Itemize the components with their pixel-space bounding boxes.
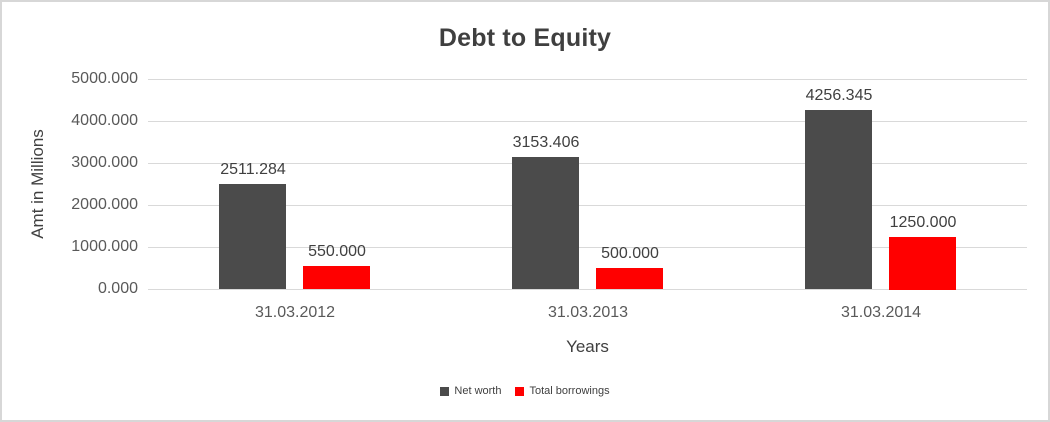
gridline-4000 (148, 121, 1027, 122)
y-axis-title: Amt in Millions (28, 129, 47, 239)
y-tick-label: 1000.000 (71, 238, 138, 255)
gridline-3000 (148, 163, 1027, 164)
bar-value-label: 2511.284 (220, 161, 286, 178)
legend-label: Total borrowings (529, 385, 610, 397)
x-category-label: 31.03.2014 (840, 304, 922, 321)
legend-item-net-worth: Net worth (440, 385, 501, 397)
bar-net-worth-31-03-2012 (219, 184, 286, 289)
gridline-0 (148, 289, 1027, 290)
bar-value-label: 3153.406 (512, 134, 580, 151)
legend-swatch-total-borrowings (515, 386, 525, 396)
y-tick-label: 4000.000 (71, 112, 138, 129)
bar-total-borrowings-31-03-2014 (889, 237, 956, 290)
gridline-2000 (148, 205, 1027, 206)
y-tick-label: 3000.000 (71, 154, 138, 171)
bar-net-worth-31-03-2013 (512, 157, 579, 289)
bar-total-borrowings-31-03-2013 (596, 268, 663, 289)
gridline-5000 (148, 79, 1027, 80)
bar-value-label: 1250.000 (889, 214, 957, 231)
bar-value-label: 500.000 (601, 245, 659, 262)
bar-value-label: 550.000 (308, 243, 366, 260)
y-tick-label: 0.000 (97, 280, 138, 297)
x-category-label: 31.03.2013 (547, 304, 629, 321)
legend: Net worth Total borrowings (2, 385, 1048, 397)
bar-total-borrowings-31-03-2012 (303, 266, 370, 289)
x-category-label: 31.03.2012 (254, 304, 336, 321)
bar-net-worth-31-03-2014 (805, 110, 872, 289)
y-tick-label: 2000.000 (71, 196, 138, 213)
x-axis-title: Years (566, 337, 609, 356)
gridline-1000 (148, 247, 1027, 248)
chart-title: Debt to Equity (438, 24, 612, 52)
legend-label: Net worth (454, 385, 502, 397)
y-tick-label: 5000.000 (71, 70, 138, 87)
bar-value-label: 4256.345 (805, 87, 873, 104)
legend-item-total-borrowings: Total borrowings (515, 385, 610, 397)
legend-swatch-net-worth (440, 386, 450, 396)
